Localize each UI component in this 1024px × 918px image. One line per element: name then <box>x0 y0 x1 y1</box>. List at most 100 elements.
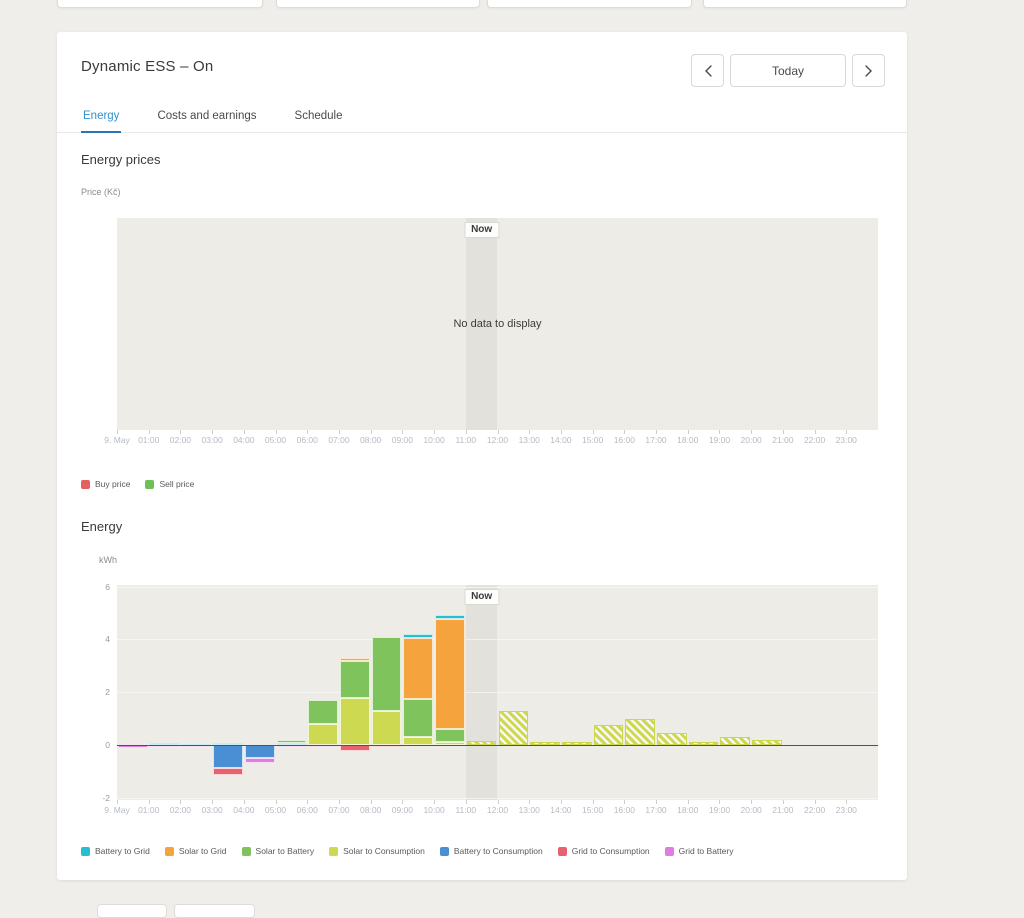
bar-segment-solar-to-consumption[interactable] <box>498 710 529 746</box>
bar-segment-solar-to-consumption[interactable] <box>466 741 497 746</box>
bar-segment-solar-to-consumption[interactable] <box>530 742 560 746</box>
bar-segment-solar-to-consumption[interactable] <box>308 724 338 746</box>
bar-segment-solar-to-consumption[interactable] <box>593 725 624 746</box>
today-button[interactable]: Today <box>730 54 846 87</box>
tab-energy[interactable]: Energy <box>81 104 122 133</box>
x-axis-tick <box>846 430 848 434</box>
x-axis-label: 17:00 <box>645 805 667 815</box>
legend-label: Sell price <box>159 479 195 489</box>
no-data-message: No data to display <box>453 318 542 330</box>
x-axis-tick <box>529 430 531 434</box>
x-axis-label: 23:00 <box>835 435 857 445</box>
price-chart-x-axis: 9. May 01:00 02:00 03:00 04:00 05:00 06:00 07:0… <box>104 430 878 448</box>
bar-segment-solar-to-consumption[interactable] <box>403 737 434 746</box>
price-chart-plot[interactable]: Now No data to display <box>117 218 878 430</box>
previous-day-button[interactable] <box>691 54 724 87</box>
x-axis-label: 15:00 <box>581 805 604 815</box>
bottom-card-fragment[interactable] <box>174 904 255 918</box>
x-axis-label: 19:00 <box>708 435 731 445</box>
x-axis-tick <box>307 430 309 434</box>
bar-segment-battery-to-grid[interactable] <box>149 743 180 746</box>
tab-costs-and-earnings[interactable]: Costs and earnings <box>157 110 257 122</box>
energy-chart-plot[interactable]: Now 6 4 2 0 -2 <box>102 582 878 803</box>
x-axis-tick <box>782 800 784 804</box>
date-navigation: Today <box>691 54 885 87</box>
x-axis-tick <box>465 800 467 804</box>
legend-item-solar-to-consumption[interactable]: Solar to Consumption <box>329 846 425 856</box>
tab-schedule[interactable]: Schedule <box>294 110 343 122</box>
legend-item-solar-to-battery[interactable]: Solar to Battery <box>241 846 314 856</box>
legend-item-buy-price[interactable]: Buy price <box>81 479 130 489</box>
bar-segment-battery-to-grid[interactable] <box>435 615 465 620</box>
x-axis-tick <box>592 800 594 804</box>
gridline <box>117 586 878 588</box>
x-axis-label: 08:00 <box>360 805 382 815</box>
x-axis-label: 20:00 <box>740 805 762 815</box>
x-axis-tick <box>180 800 182 804</box>
legend-item-battery-to-consumption[interactable]: Battery to Consumption <box>439 846 543 856</box>
x-axis-tick <box>434 430 436 434</box>
bar-segment-grid-to-battery[interactable] <box>244 758 275 763</box>
legend-item-sell-price[interactable]: Sell price <box>145 479 194 489</box>
next-day-button[interactable] <box>852 54 885 87</box>
gridline <box>117 798 878 800</box>
legend-swatch-icon <box>439 846 449 856</box>
top-card-fragment <box>57 0 263 8</box>
bar-segment-battery-to-grid[interactable] <box>276 743 307 746</box>
x-axis-label: 08:00 <box>360 435 382 445</box>
legend-swatch-icon <box>164 846 174 856</box>
bar-segment-grid-to-consumption[interactable] <box>213 767 243 775</box>
bar-segment-solar-to-consumption[interactable] <box>339 697 370 746</box>
bar-segment-battery-to-grid[interactable] <box>181 743 212 746</box>
x-axis-tick <box>814 800 816 804</box>
legend-item-grid-to-battery[interactable]: Grid to Battery <box>664 846 733 856</box>
bar-segment-solar-to-consumption[interactable] <box>561 742 592 746</box>
bar-segment-battery-to-consumption[interactable] <box>213 745 243 768</box>
x-axis-label: 07:00 <box>328 435 350 445</box>
x-axis-tick <box>117 430 118 434</box>
bar-segment-solar-to-grid[interactable] <box>435 619 465 729</box>
bar-segment-solar-to-consumption[interactable] <box>625 718 656 746</box>
bar-segment-solar-to-battery[interactable] <box>403 698 434 738</box>
x-axis-tick <box>148 430 150 434</box>
x-axis-tick <box>592 430 594 434</box>
bar-segment-solar-to-battery[interactable] <box>435 728 465 743</box>
legend-swatch-icon <box>664 846 674 856</box>
x-axis-label: 01:00 <box>138 435 160 445</box>
x-axis-label: 13:00 <box>518 435 540 445</box>
now-band: Now <box>464 218 500 430</box>
bar-segment-battery-to-grid[interactable] <box>403 634 434 639</box>
x-axis-label: 06:00 <box>296 435 318 445</box>
bar-segment-solar-to-grid[interactable] <box>339 657 370 661</box>
bar-segment-solar-to-consumption[interactable] <box>720 737 751 746</box>
legend-label: Battery to Consumption <box>453 846 543 856</box>
x-axis-label: 04:00 <box>233 805 255 815</box>
x-axis-label: 9. May <box>104 805 130 815</box>
legend-item-battery-to-grid[interactable]: Battery to Grid <box>81 846 150 856</box>
y-axis-label: -2 <box>102 793 110 804</box>
bar-segment-solar-to-consumption[interactable] <box>657 733 687 746</box>
legend-swatch-icon <box>329 846 339 856</box>
legend-item-grid-to-consumption[interactable]: Grid to Consumption <box>557 846 650 856</box>
x-axis-tick <box>656 800 658 804</box>
x-axis-tick <box>656 430 658 434</box>
legend-item-solar-to-grid[interactable]: Solar to Grid <box>164 846 227 856</box>
bar-segment-solar-to-consumption[interactable] <box>688 741 719 746</box>
dynamic-ess-card: Dynamic ESS – On Today Energy Costs and e… <box>57 32 907 880</box>
bar-segment-solar-to-battery[interactable] <box>308 700 338 725</box>
bar-segment-battery-to-grid[interactable] <box>213 742 243 746</box>
gridline <box>117 639 878 641</box>
bar-segment-solar-to-consumption[interactable] <box>435 742 465 746</box>
bar-segment-solar-to-battery[interactable] <box>371 636 402 711</box>
bar-segment-solar-to-battery[interactable] <box>339 660 370 698</box>
y-axis-label: 2 <box>105 687 110 698</box>
bar-segment-solar-to-consumption[interactable] <box>752 739 782 746</box>
bottom-card-fragment[interactable] <box>97 904 167 918</box>
legend-label: Grid to Consumption <box>571 846 650 856</box>
x-axis-tick <box>719 430 721 434</box>
legend-swatch-icon <box>145 479 155 489</box>
bar-segment-solar-to-grid[interactable] <box>403 638 434 699</box>
bar-segment-solar-to-battery[interactable] <box>276 740 307 744</box>
bar-segment-solar-to-consumption[interactable] <box>371 710 402 746</box>
bar-segment-battery-to-consumption[interactable] <box>244 745 275 759</box>
